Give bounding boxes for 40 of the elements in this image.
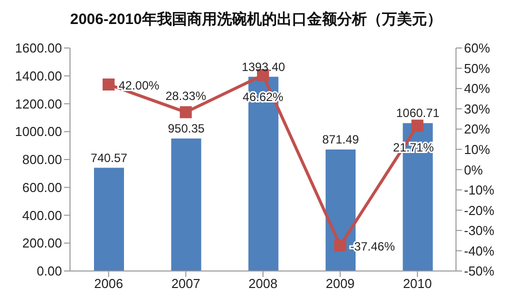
point	[334, 240, 346, 252]
x-tick-label: 2006	[94, 276, 124, 292]
bar	[94, 168, 124, 271]
y2-tick-label: -50%	[464, 264, 495, 279]
y2-tick-label: 50%	[464, 60, 490, 76]
point	[102, 78, 115, 90]
y2-tick-label: -30%	[464, 223, 495, 238]
y2-tick-label: -10%	[464, 182, 495, 198]
y-tick-label: 400.00	[22, 208, 62, 223]
data-label: 1060.71	[396, 106, 440, 120]
bar	[171, 138, 202, 271]
y2-tick-label: -40%	[464, 243, 495, 258]
point	[411, 120, 424, 132]
chart-title: 2006-2010年我国商用洗碗机的出口金额分析（万美元）	[69, 10, 443, 29]
x-tick-label: 2009	[326, 276, 355, 292]
y-tick-label: 1400.00	[15, 68, 62, 84]
x-tick-label: 2010	[402, 276, 432, 292]
data-label: 871.49	[322, 132, 360, 147]
x-tick-label: 2008	[248, 276, 278, 292]
data-label: 28.33%	[165, 89, 206, 104]
data-label: 950.35	[168, 122, 205, 136]
data-label: 740.57	[90, 150, 128, 165]
y2-tick-label: 30%	[464, 101, 490, 116]
y-tick-label: 1600.00	[15, 40, 62, 56]
y2-tick-label: 0%	[464, 162, 484, 178]
y2-tick-label: 20%	[464, 122, 490, 137]
y2-tick-label: 10%	[464, 142, 490, 157]
y-tick-label: 800.00	[22, 152, 62, 168]
y-tick-label: 600.00	[22, 180, 62, 195]
y2-tick-label: -20%	[464, 202, 495, 218]
data-label: 42.00%	[118, 78, 160, 92]
x-tick-label: 2007	[171, 276, 200, 292]
y2-tick-label: 60%	[464, 40, 490, 56]
y-tick-label: 200.00	[22, 236, 62, 251]
y-tick-label: 0.00	[36, 264, 62, 279]
y-tick-label: 1000.00	[15, 124, 62, 140]
point	[180, 106, 192, 118]
data-label: 1393.40	[242, 60, 286, 74]
y-tick-label: 1200.00	[15, 96, 62, 112]
y2-tick-label: 40%	[464, 81, 490, 96]
